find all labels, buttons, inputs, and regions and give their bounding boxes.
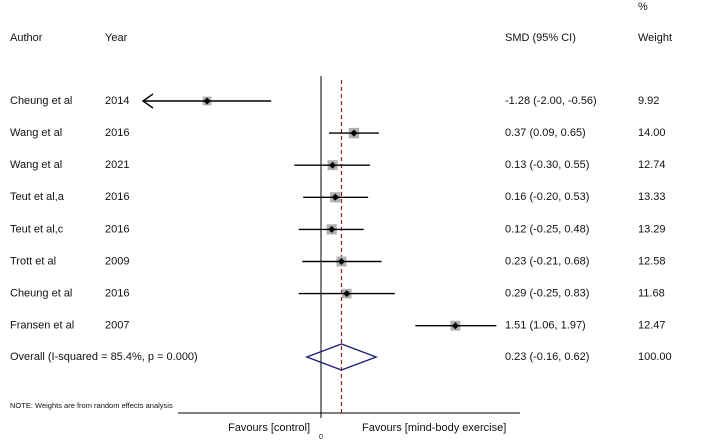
point-estimate xyxy=(331,193,339,201)
x-label-left: Favours [control] xyxy=(228,422,310,434)
study-author: Teut et al,a xyxy=(10,191,65,203)
point-estimate xyxy=(350,129,358,137)
study-weight: 11.68 xyxy=(638,288,665,300)
study-year: 2009 xyxy=(105,255,129,267)
study-weight: 12.58 xyxy=(638,255,666,267)
overall-diamond xyxy=(304,343,379,371)
study-estimate: 0.23 (-0.21, 0.68) xyxy=(505,255,589,267)
overall-label: Overall (I-squared = 85.4%, p = 0.000) xyxy=(10,351,198,363)
weight-header: Weight xyxy=(638,32,672,44)
year-header: Year xyxy=(105,32,128,44)
study-author: Wang et al xyxy=(10,127,62,139)
study-estimate: 0.16 (-0.20, 0.53) xyxy=(505,191,589,203)
study-year: 2016 xyxy=(105,223,129,235)
study-year: 2016 xyxy=(105,288,129,300)
study-estimate: 0.29 (-0.25, 0.83) xyxy=(505,288,589,300)
overall-estimate: 0.23 (-0.16, 0.62) xyxy=(505,351,589,363)
study-author: Teut et al,c xyxy=(10,223,64,235)
study-weight: 12.74 xyxy=(638,159,666,171)
study-author: Cheung et al xyxy=(10,95,72,107)
point-estimate xyxy=(337,258,345,265)
study-weight: 14.00 xyxy=(638,127,666,139)
study-weight: 13.33 xyxy=(638,191,666,203)
study-author: Cheung et al xyxy=(10,288,72,300)
study-year: 2014 xyxy=(105,95,129,107)
study-weight: 9.92 xyxy=(638,95,659,107)
x-label-right: Favours [mind-body exercise] xyxy=(362,422,506,434)
author-header: Author xyxy=(10,32,43,44)
study-author: Trott et al xyxy=(10,255,56,267)
study-estimate: 0.12 (-0.25, 0.48) xyxy=(505,223,589,235)
x-tick-label: 0 xyxy=(319,434,323,441)
point-estimate xyxy=(203,97,211,105)
study-author: Fransen et al xyxy=(10,320,74,332)
study-estimate: -1.28 (-2.00, -0.56) xyxy=(505,95,597,107)
study-weight: 13.29 xyxy=(638,223,666,235)
study-year: 2016 xyxy=(105,191,129,203)
study-year: 2007 xyxy=(105,320,129,332)
study-year: 2016 xyxy=(105,127,129,139)
study-weight: 12.47 xyxy=(638,320,666,332)
study-estimate: 0.13 (-0.30, 0.55) xyxy=(505,159,589,171)
point-estimate xyxy=(328,225,336,233)
point-estimate xyxy=(329,161,337,169)
study-estimate: 0.37 (0.09, 0.65) xyxy=(505,127,586,139)
study-author: Wang et al xyxy=(10,159,62,171)
footnote: NOTE: Weights are from random effects an… xyxy=(10,401,173,410)
estimate-header: SMD (95% CI) xyxy=(505,32,576,44)
study-year: 2021 xyxy=(105,159,129,171)
study-estimate: 1.51 (1.06, 1.97) xyxy=(505,320,586,332)
point-estimate xyxy=(451,322,459,330)
weight-unit-header: % xyxy=(638,1,648,13)
point-estimate xyxy=(343,290,351,298)
ci-arrow xyxy=(141,93,154,109)
overall-weight: 100.00 xyxy=(638,351,672,363)
